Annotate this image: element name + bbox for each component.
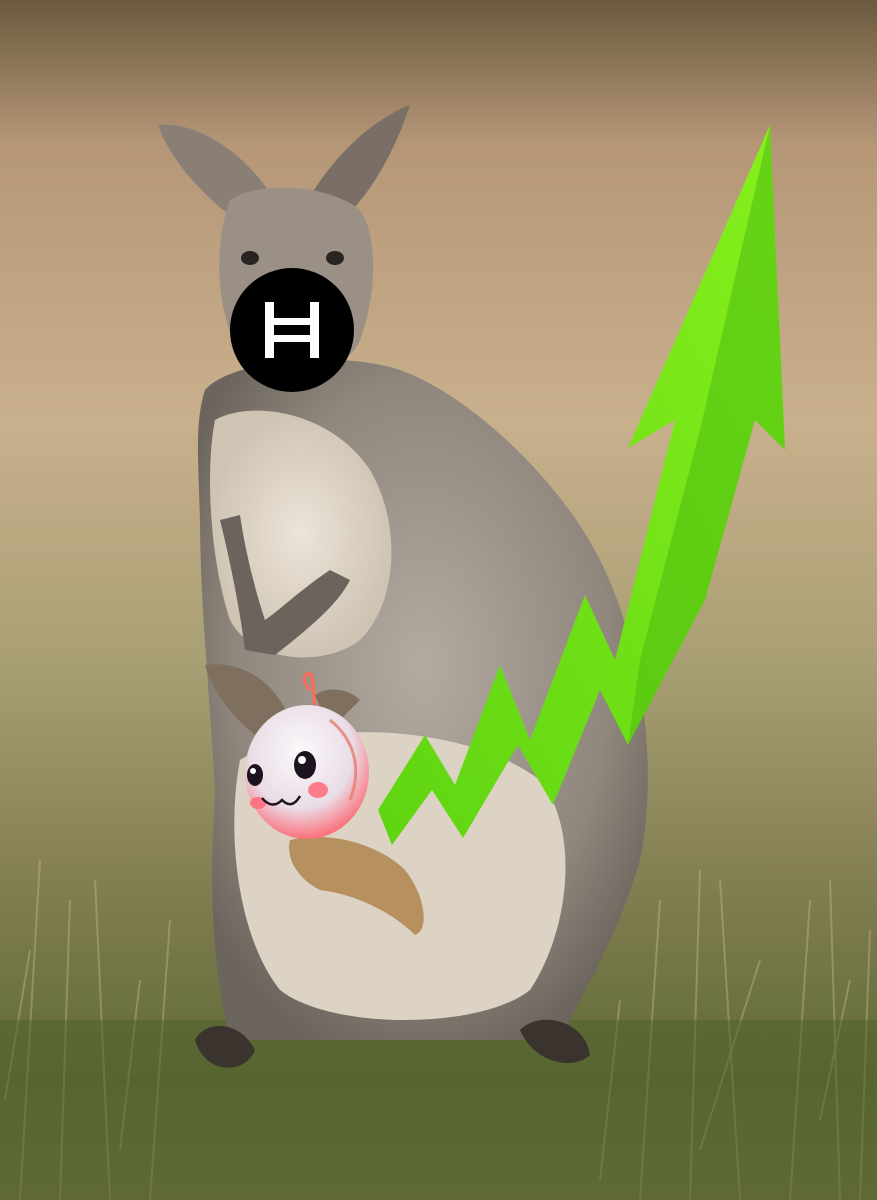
mascot-left-eye	[247, 764, 263, 786]
mascot-left-blush	[250, 797, 266, 809]
wallaby-left-foot	[195, 1026, 255, 1068]
mascot-bubble	[245, 672, 369, 839]
hedera-hbar-logo	[230, 268, 354, 392]
wallaby-arm	[220, 515, 350, 655]
wallaby-right-eye	[326, 251, 344, 265]
green-grass-floor	[0, 1020, 877, 1200]
mascot-mouth	[261, 795, 302, 806]
hbar-h-icon	[265, 302, 319, 358]
hbar-badge	[230, 268, 354, 392]
arrow-shade	[628, 125, 785, 745]
wallaby-left-eye	[241, 251, 259, 265]
wallaby-right-foot	[520, 1019, 590, 1063]
mascot-right-eye	[294, 751, 316, 779]
mascot-antenna	[302, 672, 317, 706]
mascot-right-blush	[308, 782, 328, 798]
joey-leg	[289, 836, 424, 935]
trend-up-arrow-icon	[378, 125, 785, 845]
joey-left-ear	[205, 664, 290, 735]
